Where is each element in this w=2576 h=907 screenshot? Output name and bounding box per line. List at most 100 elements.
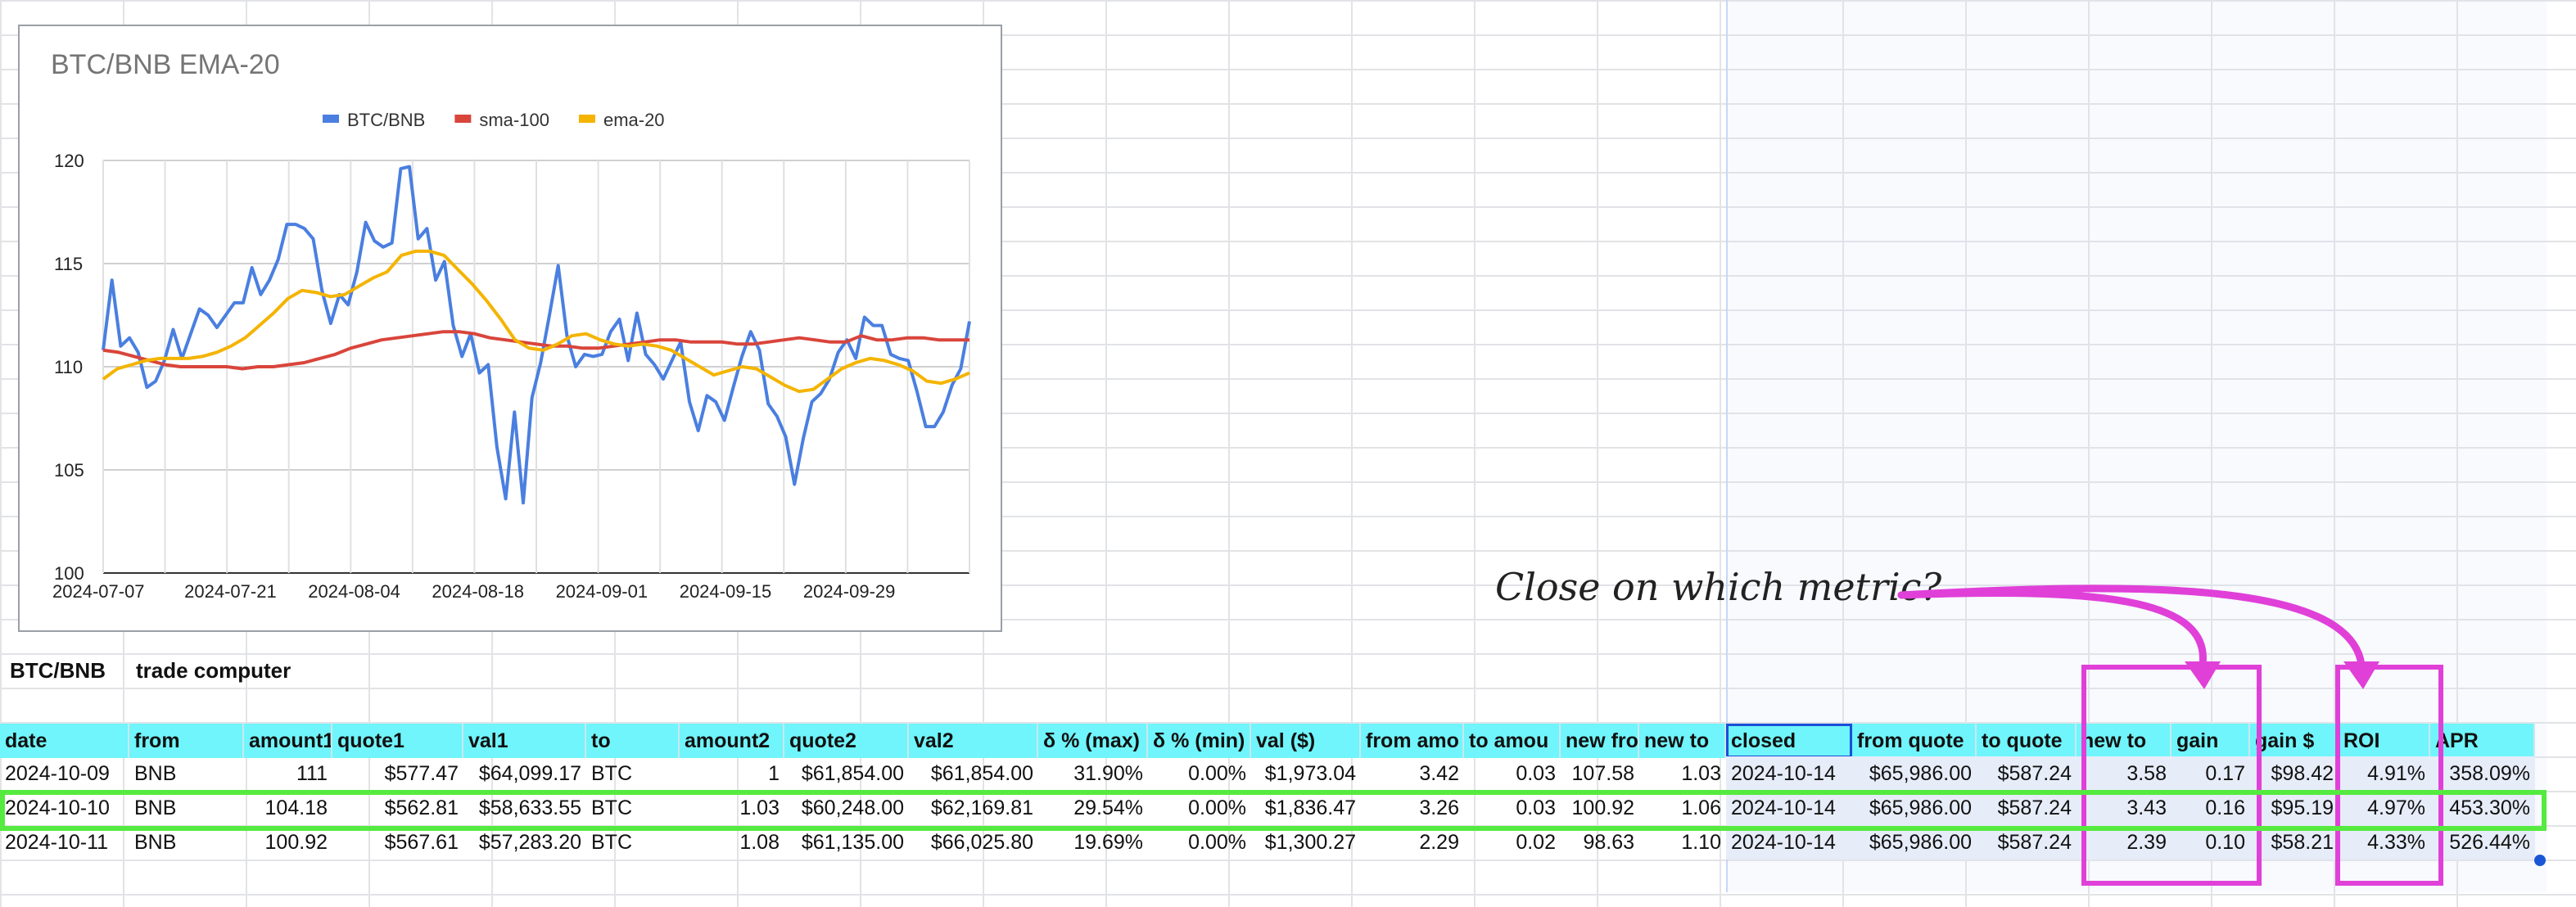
table-cell[interactable]: $66,025.80 [930, 831, 1033, 854]
table-cell[interactable]: $95.19 [2250, 791, 2339, 825]
column-header[interactable]: δ % (max) [1038, 724, 1148, 758]
selection-fill-handle[interactable] [2534, 855, 2546, 866]
table-cell[interactable]: BNB [134, 762, 177, 785]
table-cell[interactable]: $577.47 [384, 762, 459, 785]
table-cell[interactable]: 0.16 [2172, 791, 2250, 825]
table-cell[interactable]: 358.09% [2430, 756, 2535, 791]
table-cell[interactable]: $587.24 [1977, 756, 2077, 791]
column-header[interactable]: ROI [2339, 724, 2430, 758]
table-cell[interactable]: $562.81 [384, 796, 459, 819]
column-header[interactable]: new fro [1561, 724, 1639, 758]
table-cell[interactable]: $1,836.47 [1264, 796, 1356, 819]
table-cell[interactable]: $65,986.00 [1852, 756, 1977, 791]
table-cell[interactable]: 3.58 [2077, 756, 2172, 791]
table-cell[interactable]: $58,633.55 [478, 796, 581, 819]
table-cell[interactable]: $1,300.27 [1264, 831, 1356, 854]
table-cell[interactable]: 3.42 [1419, 762, 1459, 785]
table-cell[interactable]: 2024-10-09 [5, 762, 110, 785]
table-cell[interactable]: 3.43 [2077, 791, 2172, 825]
column-header[interactable]: to quote [1977, 724, 2077, 758]
table-cell[interactable]: BNB [134, 796, 177, 819]
column-header[interactable]: val ($) [1251, 724, 1361, 758]
table-cell[interactable]: 1.10 [1681, 831, 1721, 854]
table-cell[interactable]: 2024-10-14 [1726, 825, 1852, 860]
column-header[interactable]: quote1 [332, 724, 463, 758]
table-cell[interactable]: 0.00% [1188, 762, 1246, 785]
column-header[interactable]: new to [2077, 724, 2172, 758]
column-header[interactable]: date [0, 724, 129, 758]
table-cell[interactable]: 2.39 [2077, 825, 2172, 860]
table-cell[interactable]: 107.58 [1571, 762, 1634, 785]
column-header[interactable]: quote2 [784, 724, 909, 758]
table-cell[interactable]: 2.29 [1419, 831, 1459, 854]
table-cell[interactable]: 526.44% [2430, 825, 2535, 860]
table-cell[interactable]: 29.54% [1073, 796, 1143, 819]
table-cell[interactable]: $57,283.20 [478, 831, 581, 854]
table-cell[interactable]: $60,248.00 [801, 796, 904, 819]
column-header[interactable]: amount2 [680, 724, 784, 758]
column-header[interactable]: from amo [1361, 724, 1464, 758]
table-cell[interactable]: $567.61 [384, 831, 459, 854]
table-cell[interactable]: 453.30% [2430, 791, 2535, 825]
table-cell[interactable]: 1.03 [1681, 762, 1721, 785]
column-header[interactable]: to amou [1464, 724, 1561, 758]
table-cell[interactable]: 4.97% [2339, 791, 2430, 825]
table-cell[interactable]: BNB [134, 831, 177, 854]
table-cell[interactable]: $65,986.00 [1852, 825, 1977, 860]
table-cell[interactable]: 4.91% [2339, 756, 2430, 791]
table-cell[interactable]: BTC [591, 831, 632, 854]
column-header[interactable]: from quote [1852, 724, 1977, 758]
chart-card[interactable]: BTC/BNB EMA-20 BTC/BNB sma-100 ema-20 100 105… [18, 25, 1002, 632]
column-header[interactable]: closed [1726, 724, 1852, 758]
table-cell[interactable]: 1.08 [739, 831, 780, 854]
table-cell[interactable]: $64,099.17 [478, 762, 581, 785]
table-cell[interactable]: 98.63 [1583, 831, 1634, 854]
table-cell[interactable]: 111 [296, 762, 328, 785]
table-cell[interactable]: $61,854.00 [801, 762, 904, 785]
table-cell[interactable]: 0.00% [1188, 796, 1246, 819]
column-header[interactable]: gain [2172, 724, 2250, 758]
table-cell[interactable]: 100.92 [264, 831, 328, 854]
table-cell[interactable]: 1.03 [739, 796, 780, 819]
column-header[interactable]: gain $ [2250, 724, 2339, 758]
table-cell[interactable]: 2024-10-10 [5, 796, 110, 819]
table-cell[interactable]: 2024-10-14 [1726, 791, 1852, 825]
column-header[interactable]: amount1 [244, 724, 332, 758]
table-cell[interactable]: $61,854.00 [930, 762, 1033, 785]
table-cell[interactable]: 19.69% [1073, 831, 1143, 854]
table-cell[interactable]: 1 [768, 762, 780, 785]
table-cell[interactable]: $98.42 [2250, 756, 2339, 791]
column-header[interactable]: val2 [909, 724, 1038, 758]
table-cell[interactable]: $1,973.04 [1264, 762, 1356, 785]
table-cell[interactable]: 2024-10-11 [5, 831, 109, 854]
table-cell[interactable]: 100.92 [1571, 796, 1634, 819]
table-cell[interactable]: BTC [591, 796, 632, 819]
table-cell[interactable]: $587.24 [1977, 825, 2077, 860]
table-cell[interactable]: BTC [591, 762, 632, 785]
series-line-BTC/BNB [102, 165, 971, 505]
table-cell[interactable]: 104.18 [264, 796, 328, 819]
column-header[interactable]: to [586, 724, 680, 758]
table-cell[interactable]: 0.03 [1516, 762, 1556, 785]
table-cell[interactable]: 0.10 [2172, 825, 2250, 860]
table-cell[interactable]: 0.17 [2172, 756, 2250, 791]
table-cell[interactable]: 0.03 [1516, 796, 1556, 819]
column-header[interactable]: from [129, 724, 244, 758]
table-cell[interactable]: $62,169.81 [930, 796, 1033, 819]
table-cell[interactable]: $58.21 [2250, 825, 2339, 860]
table-cell[interactable]: $65,986.00 [1852, 791, 1977, 825]
table-cell[interactable]: 1.06 [1681, 796, 1721, 819]
table-cell[interactable]: 4.33% [2339, 825, 2430, 860]
column-header[interactable]: δ % (min) [1148, 724, 1251, 758]
table-cell[interactable]: $61,135.00 [801, 831, 904, 854]
column-header[interactable]: new to [1639, 724, 1726, 758]
table-cell[interactable]: 0.00% [1188, 831, 1246, 854]
table-cell[interactable]: 0.02 [1516, 831, 1556, 854]
table-cell[interactable]: 31.90% [1073, 762, 1143, 785]
table-cell[interactable]: 3.26 [1419, 796, 1459, 819]
table-cell[interactable]: 2024-10-14 [1726, 756, 1852, 791]
column-header[interactable]: APR [2430, 724, 2535, 758]
table-cell[interactable]: $587.24 [1977, 791, 2077, 825]
column-header[interactable]: val1 [463, 724, 586, 758]
x-tick-label: 2024-07-21 [184, 581, 277, 602]
